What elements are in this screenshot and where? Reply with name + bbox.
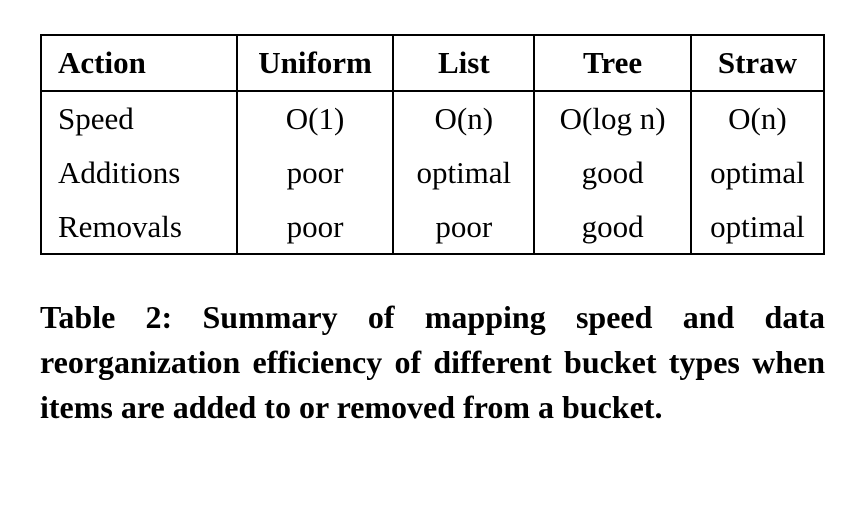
cell-action: Additions	[41, 146, 237, 200]
table-row: Speed O(1) O(n) O(log n) O(n)	[41, 91, 824, 146]
cell-uniform: poor	[237, 200, 394, 255]
cell-straw: optimal	[691, 146, 824, 200]
table-header-row: Action Uniform List Tree Straw	[41, 35, 824, 91]
header-action: Action	[41, 35, 237, 91]
header-uniform: Uniform	[237, 35, 394, 91]
table-row: Removals poor poor good optimal	[41, 200, 824, 255]
cell-action: Removals	[41, 200, 237, 255]
cell-uniform: poor	[237, 146, 394, 200]
cell-uniform: O(1)	[237, 91, 394, 146]
cell-tree: good	[534, 200, 691, 255]
table-caption: Table 2: Summary of mapping speed and da…	[40, 295, 825, 429]
cell-list: poor	[393, 200, 534, 255]
cell-straw: O(n)	[691, 91, 824, 146]
cell-straw: optimal	[691, 200, 824, 255]
table-row: Additions poor optimal good optimal	[41, 146, 824, 200]
cell-tree: good	[534, 146, 691, 200]
cell-list: O(n)	[393, 91, 534, 146]
cell-list: optimal	[393, 146, 534, 200]
header-tree: Tree	[534, 35, 691, 91]
cell-tree: O(log n)	[534, 91, 691, 146]
cell-action: Speed	[41, 91, 237, 146]
header-straw: Straw	[691, 35, 824, 91]
header-list: List	[393, 35, 534, 91]
bucket-types-table: Action Uniform List Tree Straw Speed O(1…	[40, 34, 825, 255]
